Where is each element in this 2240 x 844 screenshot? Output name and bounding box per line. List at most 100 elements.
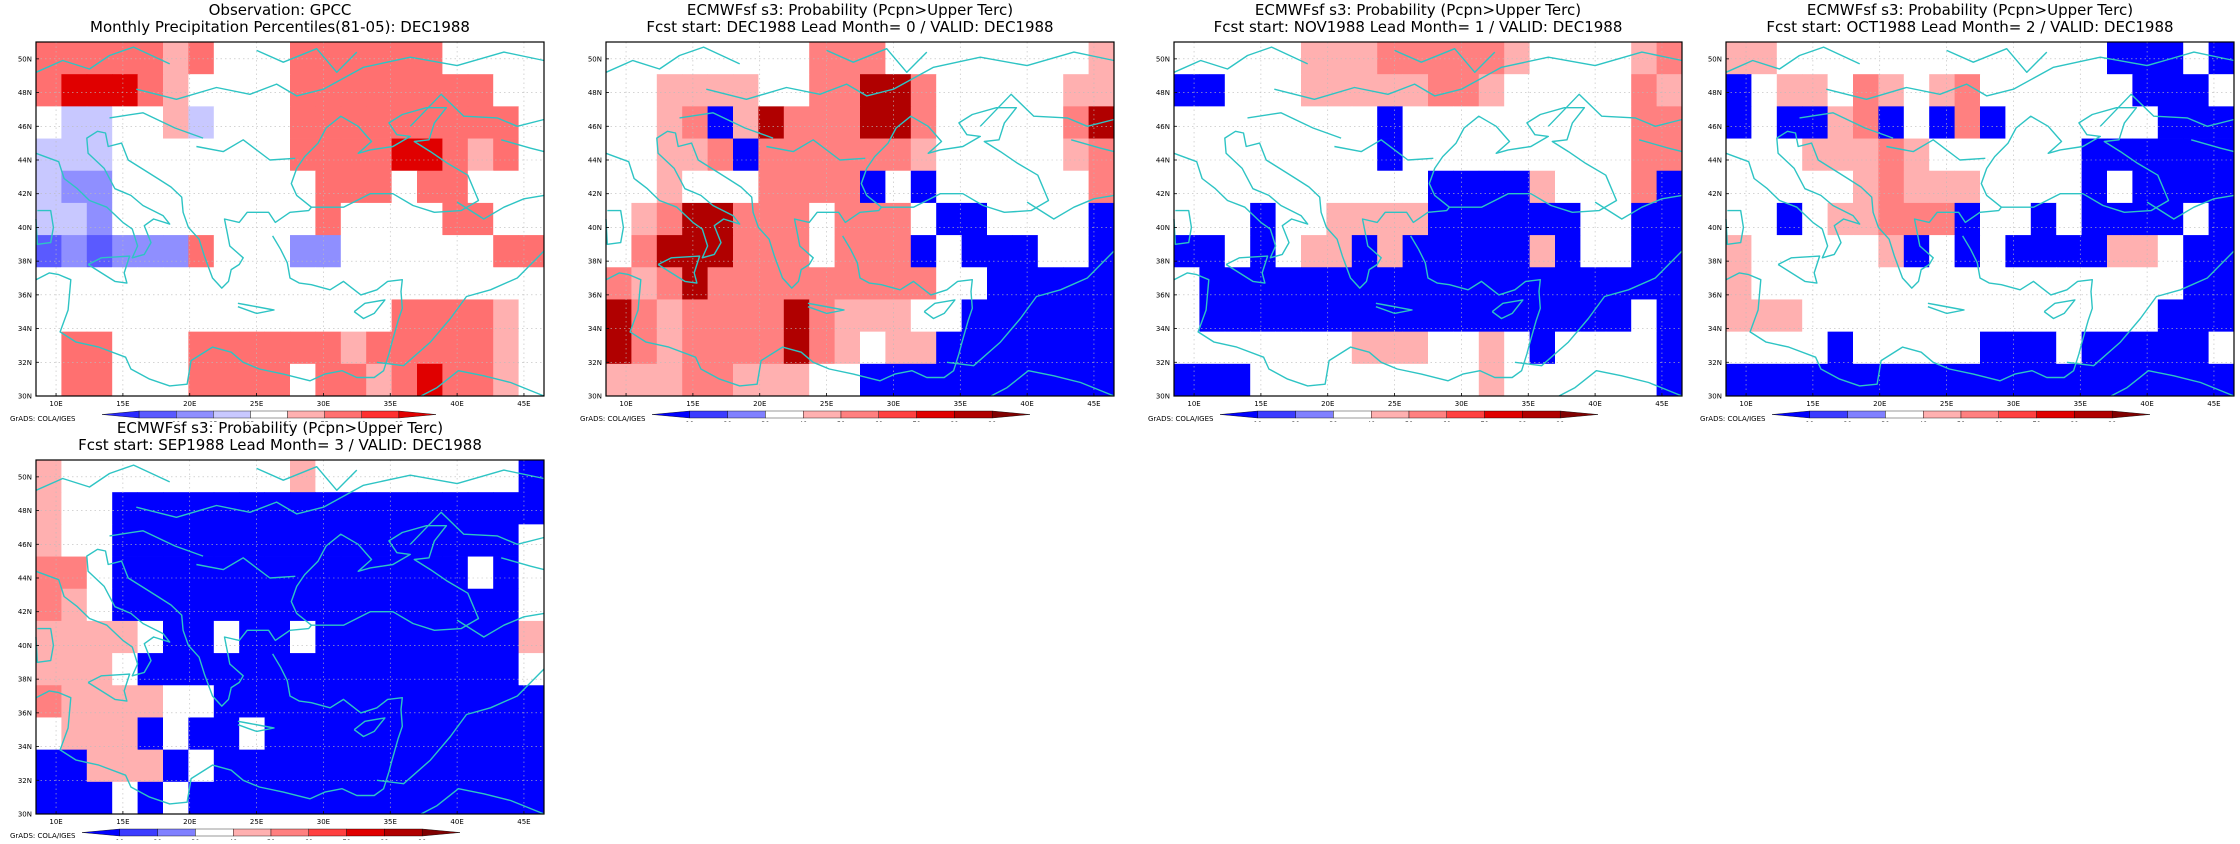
colorbar-label: 80 (2070, 420, 2078, 422)
grid-cell (315, 267, 342, 300)
grid-cell (112, 492, 138, 525)
grid-cell (188, 524, 215, 557)
colorbar-label: 90 (2108, 420, 2116, 422)
grid-cell (213, 106, 240, 139)
coastline (1725, 107, 2170, 289)
grid-cell (1037, 363, 1064, 397)
lat-tick-label: 46N (1708, 123, 1722, 131)
grid-cell (1802, 106, 1828, 139)
grid-cell (1351, 74, 1378, 107)
grid-cell (2107, 235, 2133, 268)
grid-cell (1351, 106, 1378, 139)
colorbar-arrow-high (992, 410, 1031, 419)
grid-cell (442, 74, 469, 107)
grid-cell (606, 42, 632, 75)
grid-cell (340, 781, 367, 815)
grid-cell (340, 331, 367, 365)
grid-cell (1453, 42, 1480, 75)
lat-tick-label: 48N (18, 89, 32, 97)
grid-cell (163, 202, 189, 236)
grid-cell (1377, 202, 1403, 236)
graticule (1174, 42, 1682, 396)
grid-cell (442, 524, 469, 557)
grid-cell (213, 170, 240, 204)
grid-cell (936, 42, 962, 75)
grid-cell (315, 556, 342, 590)
grid-cell (112, 717, 138, 751)
grid-cell (1776, 202, 1803, 236)
grid-cell (188, 620, 215, 654)
grid-cell (137, 717, 164, 751)
coastline (605, 235, 973, 387)
grid-cell (188, 42, 215, 75)
grid-cell (2107, 138, 2133, 172)
coastline (109, 112, 204, 139)
grid-cell (2030, 138, 2057, 172)
grid-cell (86, 781, 113, 815)
grid-cell (1301, 331, 1327, 365)
lon-tick-label: 15E (116, 400, 129, 408)
grid-cell (36, 717, 62, 751)
lat-tick-label: 42N (1708, 190, 1722, 198)
grid-cell (2056, 42, 2082, 75)
grid-cell (1605, 331, 1632, 365)
grid-cell (1776, 267, 1803, 300)
grid-cell (1250, 299, 1276, 333)
lat-tick-label: 44N (18, 157, 32, 165)
grid-cell (264, 170, 291, 204)
grid-cell (1827, 42, 1854, 75)
grid-cell (1199, 74, 1226, 107)
grid-cell (137, 460, 164, 493)
grid-cell (112, 267, 138, 300)
grid-cell (188, 170, 215, 204)
grid-cell (1555, 331, 1581, 365)
coastline (1026, 194, 1115, 220)
grid-cells (606, 42, 1115, 397)
grid-cell (1301, 106, 1327, 139)
grid-cell (467, 588, 494, 622)
grid-cell (315, 138, 342, 172)
lon-tick-label: 10E (49, 818, 62, 826)
grid-cell (936, 138, 962, 172)
grid-cell (1326, 299, 1353, 333)
grid-cell (834, 331, 861, 365)
grid-cell (1853, 235, 1879, 268)
grid-cell (961, 138, 988, 172)
grid-cell (467, 717, 494, 751)
grid-cell (1063, 363, 1089, 397)
grid-cell (61, 235, 88, 268)
grid-cell (417, 556, 443, 590)
grid-cell (518, 170, 545, 204)
grid-cell (707, 170, 734, 204)
grid-cell (442, 42, 469, 75)
grid-cell (391, 556, 418, 590)
colorbar: 10 20 30 40 50 60 70 80 90 (1771, 410, 2151, 428)
lat-tick-label: 30N (1156, 393, 1170, 401)
lat-tick-label: 36N (18, 709, 32, 717)
grid-cell (518, 74, 545, 107)
colorbar-label: 80 (950, 420, 958, 422)
grads-credit: GrADS: COLA/IGES (1700, 415, 1766, 423)
coastline (1173, 107, 1618, 289)
grid-cell (2081, 299, 2108, 333)
grid-cell (1453, 267, 1480, 300)
grid-cell (2208, 331, 2235, 365)
grid-cell (1428, 299, 1454, 333)
grid-cell (1301, 138, 1327, 172)
grid-cell (442, 170, 469, 204)
map-frame (1725, 41, 2235, 397)
grid-cell (2005, 42, 2032, 75)
grid-cell (36, 460, 62, 493)
graticule (1726, 42, 2234, 396)
grid-cell (1453, 331, 1480, 365)
grid-cell (518, 299, 545, 333)
grid-cell (442, 235, 469, 268)
grid-cell (1878, 106, 1905, 139)
grid-cell (1529, 267, 1556, 300)
colorbar-bin (384, 828, 423, 837)
grid-cell (2157, 138, 2184, 172)
grid-cell (391, 588, 418, 622)
grid-cell (2183, 363, 2209, 397)
coastline (807, 302, 845, 315)
grid-cell (2107, 106, 2133, 139)
